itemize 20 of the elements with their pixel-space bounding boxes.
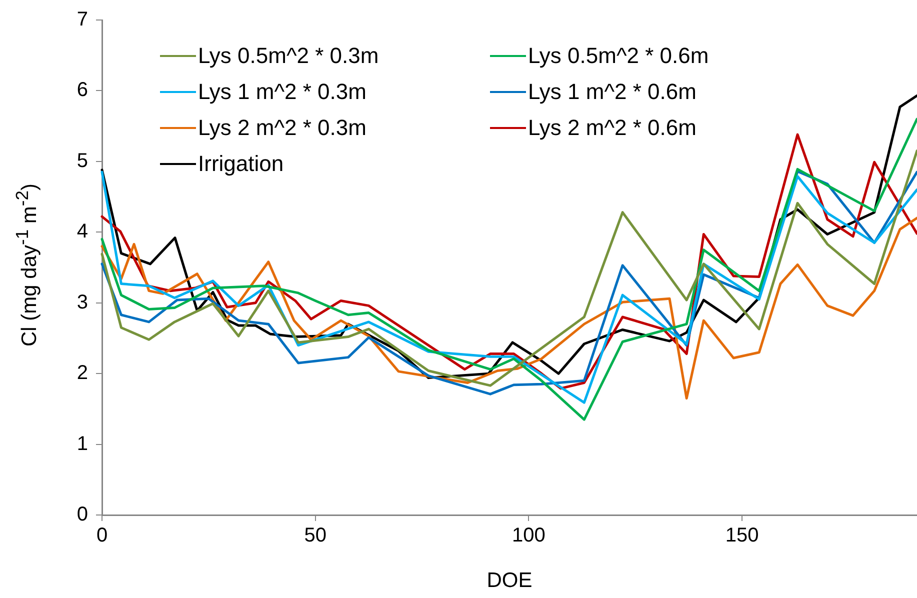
legend-label: Lys 1 m^2 * 0.6m bbox=[528, 78, 696, 104]
x-tick-label: 0 bbox=[96, 524, 108, 547]
legend-label: Lys 2 m^2 * 0.6m bbox=[528, 114, 696, 140]
y-tick-label: 2 bbox=[76, 362, 88, 384]
y-tick-label: 4 bbox=[76, 220, 88, 243]
y-tick-label: 3 bbox=[76, 291, 88, 314]
legend-label: Lys 1 m^2 * 0.3m bbox=[198, 78, 366, 104]
y-tick-label: 7 bbox=[76, 8, 88, 31]
y-tick-label: 5 bbox=[76, 150, 88, 172]
x-axis-title: DOE bbox=[486, 569, 532, 592]
x-tick-label: 50 bbox=[304, 524, 326, 547]
legend-label: Irrigation bbox=[198, 150, 284, 176]
y-tick-label: 6 bbox=[76, 79, 88, 102]
legend-label: Lys 2 m^2 * 0.3m bbox=[198, 114, 366, 140]
y-tick-label: 0 bbox=[76, 504, 88, 526]
legend-label: Lys 0.5m^2 * 0.6m bbox=[528, 42, 709, 68]
y-tick-label: 1 bbox=[76, 432, 88, 455]
x-tick-label: 100 bbox=[512, 524, 546, 547]
x-tick-label: 150 bbox=[725, 524, 759, 547]
legend-label: Lys 0.5m^2 * 0.3m bbox=[198, 42, 379, 68]
